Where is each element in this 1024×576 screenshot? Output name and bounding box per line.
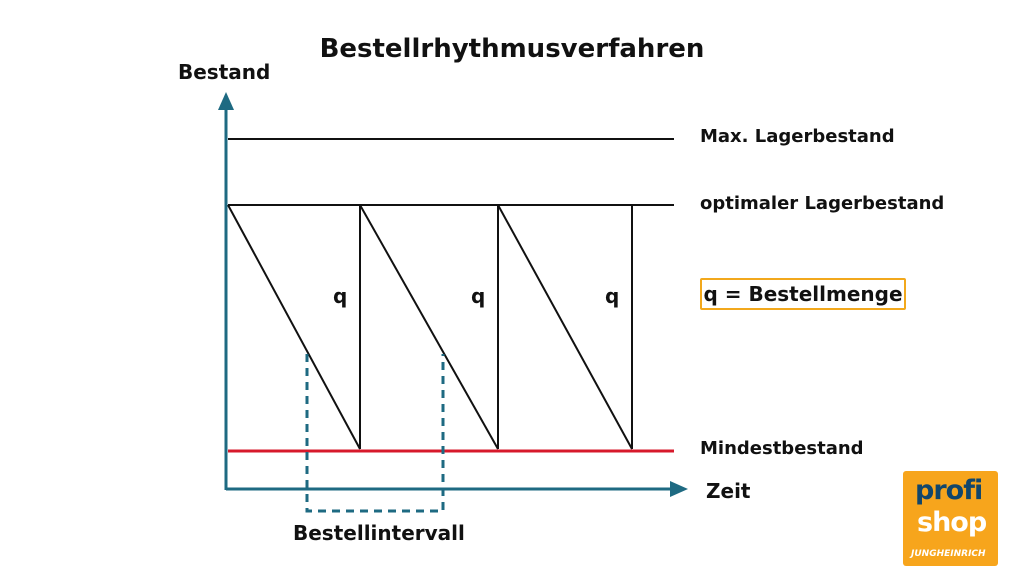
- x-axis-label: Zeit: [706, 479, 751, 503]
- cycle-label-q-3: q: [605, 284, 620, 308]
- depletion-line-2: [359, 204, 499, 450]
- cycle-label-q-1: q: [333, 284, 348, 308]
- depletion-line-3: [497, 204, 633, 450]
- depletion-line-1: [227, 204, 361, 450]
- logo-text-jungheinrich: JUNGHEINRICH: [911, 549, 986, 559]
- diagram-title: Bestellrhythmusverfahren: [319, 34, 705, 64]
- profishop-logo: profi shop JUNGHEINRICH: [903, 471, 998, 566]
- cycle-label-q-2: q: [471, 284, 486, 308]
- y-axis-label: Bestand: [178, 60, 271, 84]
- minimum-level-label: Mindestbestand: [700, 438, 864, 459]
- order-interval-label: Bestellintervall: [293, 521, 465, 545]
- x-axis-arrow: [670, 481, 688, 497]
- order-interval-bracket: [305, 354, 445, 513]
- logo-text-shop: shop: [917, 507, 987, 538]
- optimal-level-label: optimaler Lagerbestand: [700, 193, 945, 214]
- logo-text-profi: profi: [915, 475, 983, 506]
- legend-box: q = Bestellmenge: [700, 278, 906, 310]
- y-axis-arrow: [218, 92, 234, 110]
- max-level-label: Max. Lagerbestand: [700, 126, 895, 147]
